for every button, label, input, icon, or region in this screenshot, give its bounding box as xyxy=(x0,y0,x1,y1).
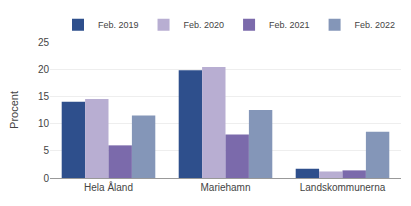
svg-text:Landskommunerna: Landskommunerna xyxy=(300,182,386,193)
svg-text:Mariehamn: Mariehamn xyxy=(200,182,250,193)
svg-text:25: 25 xyxy=(38,37,50,48)
svg-text:20: 20 xyxy=(38,64,50,75)
svg-text:Feb. 2022: Feb. 2022 xyxy=(355,20,396,30)
svg-text:15: 15 xyxy=(38,91,50,102)
svg-text:10: 10 xyxy=(38,118,50,129)
svg-text:0: 0 xyxy=(43,173,49,184)
svg-text:Procent: Procent xyxy=(8,91,20,129)
svg-text:Feb. 2021: Feb. 2021 xyxy=(269,20,310,30)
svg-text:Hela Åland: Hela Åland xyxy=(84,181,133,193)
svg-text:5: 5 xyxy=(43,145,49,156)
svg-text:Feb. 2019: Feb. 2019 xyxy=(98,20,139,30)
svg-text:Feb. 2020: Feb. 2020 xyxy=(184,20,225,30)
